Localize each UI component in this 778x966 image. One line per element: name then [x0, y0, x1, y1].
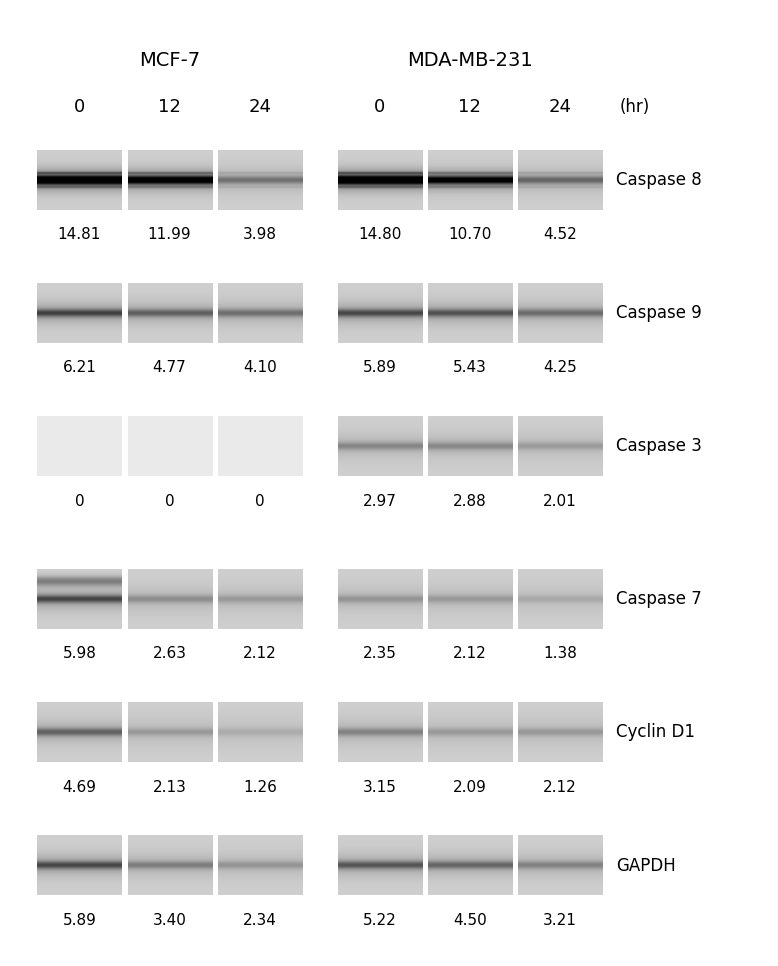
- Text: Cyclin D1: Cyclin D1: [616, 724, 696, 741]
- Text: 0: 0: [74, 99, 85, 116]
- Text: 4.10: 4.10: [243, 360, 277, 376]
- Text: 10.70: 10.70: [448, 227, 492, 242]
- Text: 14.80: 14.80: [358, 227, 401, 242]
- Text: 2.35: 2.35: [363, 646, 397, 662]
- Text: 2.12: 2.12: [543, 780, 577, 795]
- Text: 4.52: 4.52: [543, 227, 577, 242]
- Text: 0: 0: [374, 99, 385, 116]
- Text: 0: 0: [75, 494, 84, 509]
- Text: Caspase 9: Caspase 9: [616, 304, 702, 322]
- Text: Caspase 8: Caspase 8: [616, 171, 702, 188]
- Text: 24: 24: [548, 99, 572, 116]
- Text: (hr): (hr): [619, 99, 650, 116]
- Text: 2.09: 2.09: [453, 780, 487, 795]
- Text: 1.38: 1.38: [543, 646, 577, 662]
- Text: 2.01: 2.01: [543, 494, 577, 509]
- Text: GAPDH: GAPDH: [616, 857, 676, 874]
- Text: 14.81: 14.81: [58, 227, 101, 242]
- Text: 24: 24: [248, 99, 272, 116]
- Text: 3.40: 3.40: [152, 913, 187, 928]
- Text: 3.21: 3.21: [543, 913, 577, 928]
- Text: 3.98: 3.98: [243, 227, 277, 242]
- Text: 4.50: 4.50: [453, 913, 487, 928]
- Text: 12: 12: [158, 99, 181, 116]
- Text: 5.89: 5.89: [62, 913, 96, 928]
- Text: 1.26: 1.26: [243, 780, 277, 795]
- Text: 5.22: 5.22: [363, 913, 397, 928]
- Text: 5.98: 5.98: [62, 646, 96, 662]
- Text: 4.25: 4.25: [543, 360, 577, 376]
- Text: 2.97: 2.97: [363, 494, 397, 509]
- Text: 5.89: 5.89: [363, 360, 397, 376]
- Text: 2.63: 2.63: [152, 646, 187, 662]
- Text: 11.99: 11.99: [148, 227, 191, 242]
- Text: 12: 12: [458, 99, 482, 116]
- Text: 2.88: 2.88: [453, 494, 487, 509]
- Text: 6.21: 6.21: [62, 360, 96, 376]
- Text: 2.13: 2.13: [152, 780, 187, 795]
- Text: 5.43: 5.43: [453, 360, 487, 376]
- Text: 2.34: 2.34: [243, 913, 277, 928]
- Text: 0: 0: [255, 494, 265, 509]
- Text: 3.15: 3.15: [363, 780, 397, 795]
- Text: Caspase 3: Caspase 3: [616, 438, 702, 455]
- Text: 0: 0: [165, 494, 174, 509]
- Text: Caspase 7: Caspase 7: [616, 590, 702, 608]
- Text: 2.12: 2.12: [243, 646, 277, 662]
- Text: 2.12: 2.12: [453, 646, 487, 662]
- Text: 4.77: 4.77: [152, 360, 187, 376]
- Text: MCF-7: MCF-7: [139, 51, 200, 71]
- Text: 4.69: 4.69: [62, 780, 96, 795]
- Text: MDA-MB-231: MDA-MB-231: [407, 51, 533, 71]
